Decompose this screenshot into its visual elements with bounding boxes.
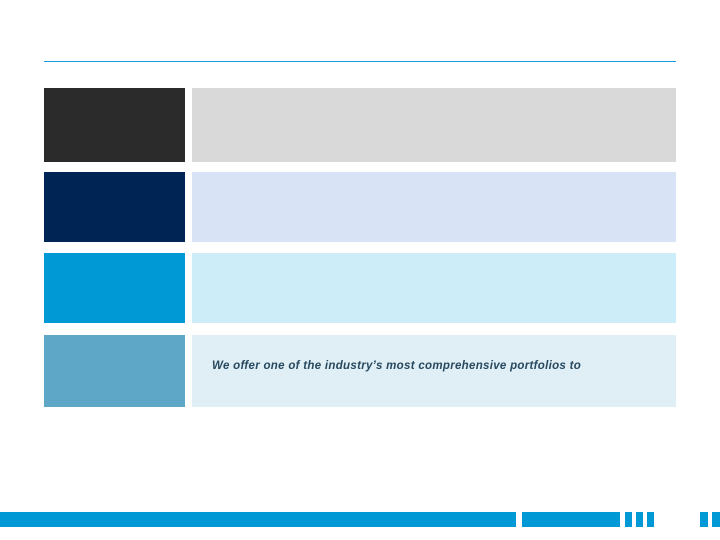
row-3	[44, 253, 676, 323]
row-3-left-swatch	[44, 253, 185, 323]
footer-segment-6	[636, 512, 643, 527]
row-2-left-swatch	[44, 172, 185, 242]
row-4-text: We offer one of the industry’s most comp…	[212, 360, 672, 372]
row-3-right-panel	[192, 253, 676, 323]
footer-segment-10	[700, 512, 708, 527]
row-4-left-swatch	[44, 335, 185, 407]
footer-segment-2	[522, 512, 620, 527]
footer-segment-8	[647, 512, 654, 527]
row-1-left-swatch	[44, 88, 185, 162]
row-2-right-panel	[192, 172, 676, 242]
title-underline	[44, 61, 676, 62]
footer-segment-9	[654, 512, 700, 527]
row-2	[44, 172, 676, 242]
footer-bar	[0, 512, 720, 527]
row-1-right-panel	[192, 88, 676, 162]
slide: We offer one of the industry’s most comp…	[0, 0, 720, 540]
footer-segment-4	[625, 512, 632, 527]
footer-segment-0	[0, 512, 516, 527]
footer-segment-12	[712, 512, 720, 527]
row-1	[44, 88, 676, 162]
